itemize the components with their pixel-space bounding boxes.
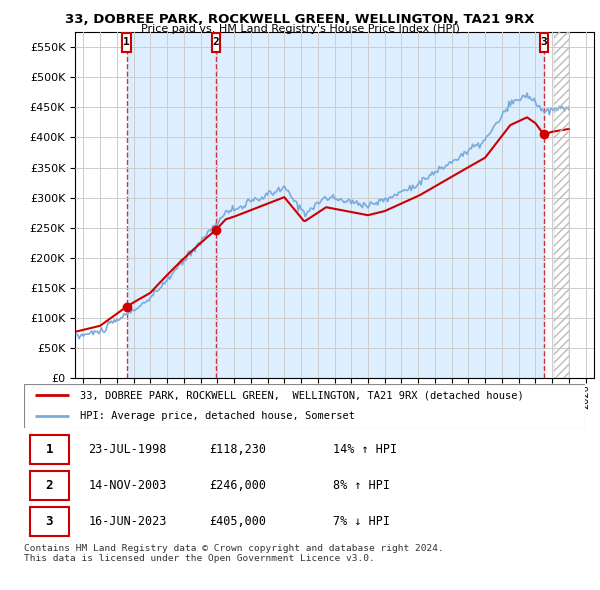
Text: 2: 2	[46, 478, 53, 492]
Text: 14% ↑ HPI: 14% ↑ HPI	[332, 442, 397, 455]
Text: 2: 2	[212, 37, 219, 47]
Bar	[539, 33, 548, 52]
Text: £405,000: £405,000	[209, 515, 266, 528]
Text: 33, DOBREE PARK, ROCKWELL GREEN,  WELLINGTON, TA21 9RX (detached house): 33, DOBREE PARK, ROCKWELL GREEN, WELLING…	[80, 391, 524, 401]
Bar	[212, 33, 220, 52]
Text: 16-JUN-2023: 16-JUN-2023	[89, 515, 167, 528]
Text: £118,230: £118,230	[209, 442, 266, 455]
Text: Price paid vs. HM Land Registry's House Price Index (HPI): Price paid vs. HM Land Registry's House …	[140, 24, 460, 34]
Text: 1: 1	[123, 37, 130, 47]
Text: 1: 1	[46, 442, 53, 455]
Text: 8% ↑ HPI: 8% ↑ HPI	[332, 478, 389, 492]
Text: 14-NOV-2003: 14-NOV-2003	[89, 478, 167, 492]
Bar	[29, 507, 69, 536]
Text: 33, DOBREE PARK, ROCKWELL GREEN, WELLINGTON, TA21 9RX: 33, DOBREE PARK, ROCKWELL GREEN, WELLING…	[65, 13, 535, 26]
Text: 3: 3	[541, 37, 547, 47]
Bar	[29, 471, 69, 500]
Text: 3: 3	[46, 515, 53, 528]
Text: 23-JUL-1998: 23-JUL-1998	[89, 442, 167, 455]
Bar	[122, 33, 131, 52]
Text: Contains HM Land Registry data © Crown copyright and database right 2024.
This d: Contains HM Land Registry data © Crown c…	[24, 544, 444, 563]
Text: 7% ↓ HPI: 7% ↓ HPI	[332, 515, 389, 528]
Text: HPI: Average price, detached house, Somerset: HPI: Average price, detached house, Some…	[80, 411, 355, 421]
Bar	[29, 434, 69, 464]
Text: £246,000: £246,000	[209, 478, 266, 492]
